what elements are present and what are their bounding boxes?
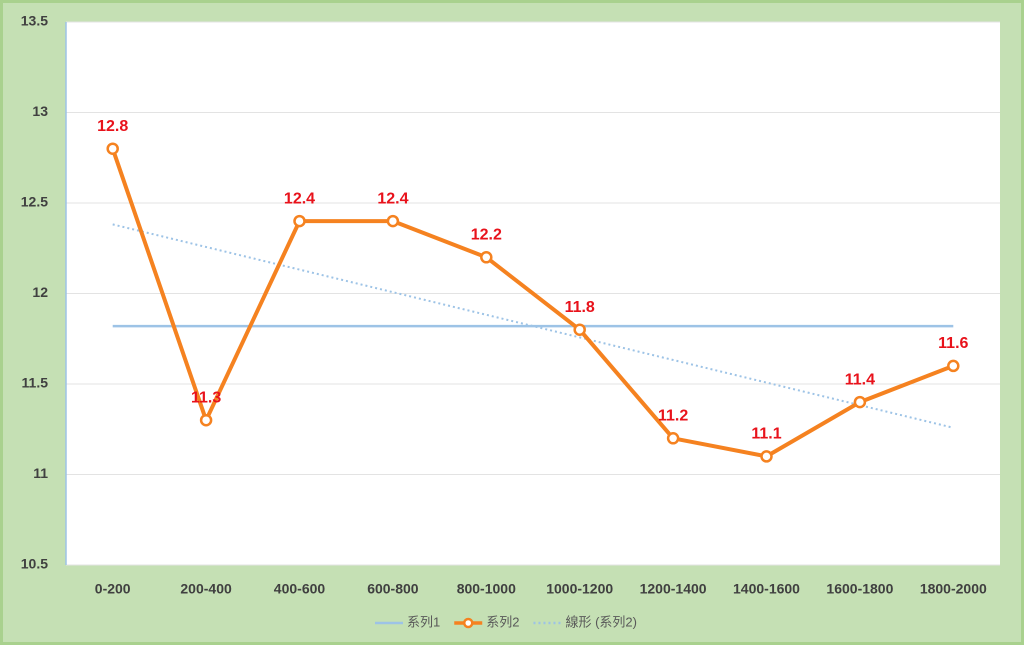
data-point <box>853 395 867 409</box>
y-tick-label: 11 <box>33 465 48 481</box>
legend-marker <box>462 617 474 629</box>
data-point <box>106 142 119 155</box>
data-label: 11.1 <box>751 426 781 443</box>
data-point <box>666 432 680 445</box>
y-tick-label: 11.5 <box>22 375 49 391</box>
data-label: 11.2 <box>658 408 688 425</box>
data-label: 11.4 <box>845 371 875 388</box>
data-label: 11.6 <box>938 335 968 352</box>
x-tick-label: 1200-1400 <box>640 581 707 597</box>
trendline <box>112 223 954 429</box>
x-tick-label: 400-600 <box>274 581 326 597</box>
x-tick-label: 800-1000 <box>457 581 516 597</box>
y-tick-label: 10.5 <box>21 556 48 572</box>
data-point <box>480 251 493 264</box>
data-label: 12.4 <box>284 190 315 207</box>
data-label: 12.8 <box>97 118 128 135</box>
data-label: 12.2 <box>471 227 502 244</box>
data-point <box>199 413 213 427</box>
series-line <box>110 148 955 459</box>
legend-label: 線形 (系列2) <box>565 614 637 629</box>
x-tick-label: 0-200 <box>95 581 131 597</box>
data-point <box>293 214 306 228</box>
y-tick-label: 12.5 <box>21 194 48 210</box>
legend-label: 系列2 <box>486 614 519 629</box>
data-point <box>573 323 586 336</box>
data-point <box>760 450 773 463</box>
y-tick-label: 12 <box>32 284 48 300</box>
data-point <box>947 359 960 373</box>
y-tick-label: 13.5 <box>21 13 48 29</box>
data-label: 11.8 <box>565 299 595 316</box>
x-tick-label: 1600-1800 <box>826 581 893 597</box>
x-tick-label: 200-400 <box>180 581 232 597</box>
legend-label: 系列1 <box>407 614 440 629</box>
x-tick-label: 1800-2000 <box>920 581 987 597</box>
data-label: 12.4 <box>377 190 408 207</box>
data-point <box>386 214 400 228</box>
x-tick-label: 600-800 <box>367 581 419 597</box>
x-tick-label: 1000-1200 <box>546 581 613 597</box>
x-tick-label: 1400-1600 <box>733 581 800 597</box>
data-label: 11.3 <box>191 389 221 406</box>
y-tick-label: 13 <box>32 103 48 119</box>
